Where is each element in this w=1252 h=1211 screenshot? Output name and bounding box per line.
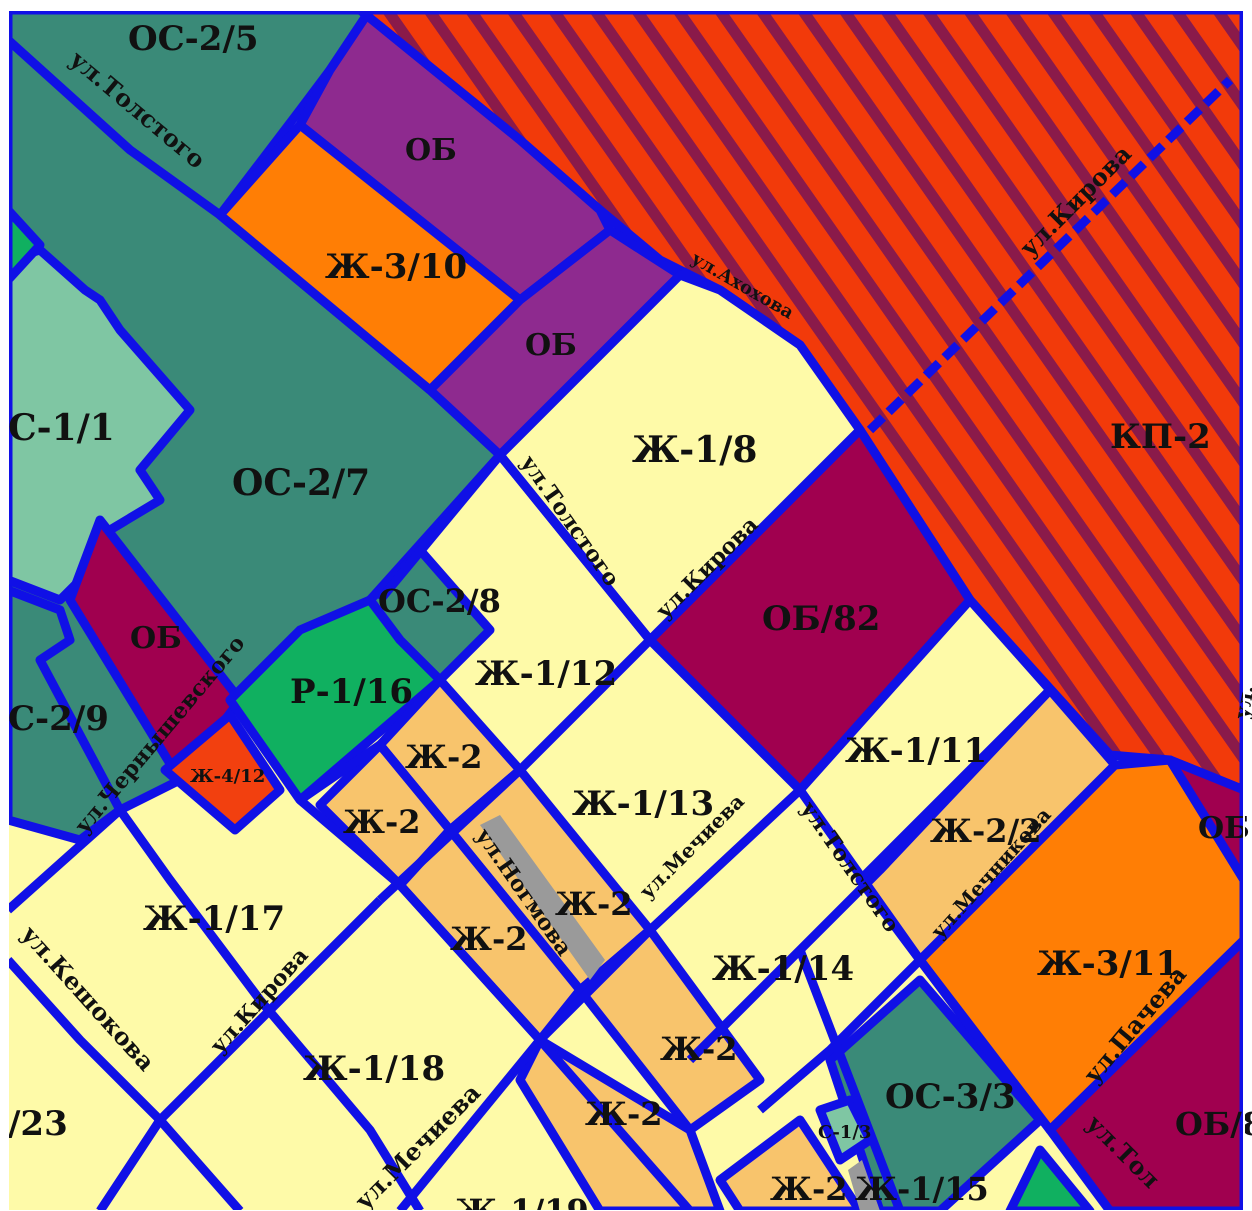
zone-ob-right[interactable]	[1165, 755, 1244, 885]
label-zh-1-12: Ж-1/12	[475, 654, 617, 694]
label-os-1-3: С-1/3	[818, 1122, 871, 1143]
label-os-3-3: ОС-3/3	[885, 1077, 1016, 1117]
label-zh-1-14: Ж-1/14	[712, 949, 854, 989]
label-ob-8: ОБ/8	[1175, 1105, 1252, 1143]
label-zh-1-19: Ж-1/19	[455, 1192, 589, 1211]
zone-zh-2-g[interactable]	[715, 1115, 865, 1211]
label-zh-2-f: Ж-2	[585, 1095, 663, 1133]
zone-ob-mid[interactable]	[425, 225, 685, 460]
label-zh-1-8: Ж-1/8	[632, 429, 757, 471]
label-ob-mid: ОБ	[525, 328, 577, 363]
zone-zh-4-12[interactable]	[160, 710, 285, 835]
label-zh-23: /23	[8, 1104, 68, 1144]
label-r-1-16: Р-1/16	[290, 672, 413, 712]
zone-ob-8[interactable]	[1045, 935, 1244, 1211]
label-os-2-8: ОС-2/8	[378, 582, 501, 620]
label-ob-left: ОБ	[130, 621, 182, 656]
label-zh-2-e: Ж-2	[660, 1030, 738, 1068]
label-kp-2: КП-2	[1110, 417, 1211, 457]
label-ob-82: ОБ/82	[762, 599, 880, 639]
label-zh-1-13: Ж-1/13	[572, 784, 714, 824]
label-zh-1-11: Ж-1/11	[845, 731, 987, 771]
label-os-1-1: С-1/1	[8, 407, 115, 449]
label-os-2-7: ОС-2/7	[232, 462, 370, 504]
label-zh-1-18: Ж-1/18	[303, 1049, 445, 1089]
label-os-2-5: ОС-2/5	[128, 19, 259, 59]
label-ob-top: ОБ	[405, 133, 457, 168]
street-edge-right: ул.	[1229, 683, 1252, 721]
label-ob-right: ОБ	[1198, 811, 1250, 846]
label-zh-2-b: Ж-2	[343, 803, 421, 841]
label-zh-2-d: Ж-2	[450, 920, 528, 958]
label-zh-4-12: Ж-4/12	[190, 766, 265, 787]
label-zh-1-15: Ж-1/15	[855, 1170, 989, 1208]
zone-os-2-9[interactable]	[8, 585, 125, 845]
label-zh-3-10: Ж-3/10	[325, 247, 467, 287]
label-zh-2-2: Ж-2/2	[930, 812, 1041, 850]
label-os-2-9: С-2/9	[8, 699, 109, 739]
label-zh-1-17: Ж-1/17	[143, 899, 285, 939]
label-zh-2-g: Ж-2	[770, 1170, 848, 1208]
label-zh-2-c: Ж-2	[555, 885, 633, 923]
label-zh-2-a: Ж-2	[405, 738, 483, 776]
zone-os-1-1[interactable]	[8, 245, 195, 605]
label-zh-3-11: Ж-3/11	[1037, 944, 1179, 984]
